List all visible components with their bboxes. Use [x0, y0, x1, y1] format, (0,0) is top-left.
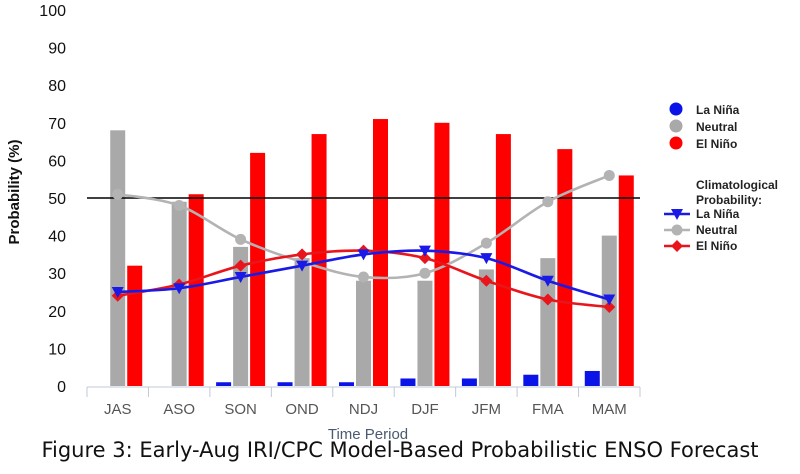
- marker-neutral: [173, 200, 185, 212]
- marker-la-nina: [357, 249, 370, 261]
- legend-label-neutral: Neutral: [696, 120, 737, 134]
- bar-el-nino: [618, 175, 634, 386]
- bar-series-group: [110, 119, 634, 387]
- bar-neutral: [233, 246, 249, 386]
- marker-neutral: [480, 237, 492, 249]
- bar-la-nina: [216, 382, 232, 386]
- x-tick-label: MAM: [592, 401, 627, 418]
- y-tick-label: 10: [48, 341, 66, 358]
- y-tick-label: 20: [48, 304, 66, 321]
- marker-el-nino: [603, 301, 616, 314]
- bar-la-nina: [584, 370, 600, 386]
- y-tick-label: 60: [48, 153, 66, 170]
- x-axis-title: Time Period: [328, 426, 408, 440]
- bar-el-nino: [127, 265, 143, 386]
- bar-neutral: [110, 130, 126, 386]
- marker-neutral: [542, 196, 554, 208]
- bar-el-nino: [434, 122, 450, 387]
- bar-neutral: [478, 269, 494, 386]
- bar-neutral: [540, 258, 556, 386]
- marker-el-nino: [296, 248, 309, 261]
- marker-el-nino: [480, 274, 493, 287]
- x-tick-label: NDJ: [349, 401, 378, 418]
- x-tick-label: JAS: [104, 401, 132, 418]
- enso-forecast-chart: 0 10 20 30 40 50 60 70 80 90 100 Probability (%) J…: [6, 3, 778, 440]
- marker-la-nina: [173, 283, 186, 295]
- marker-la-nina: [296, 260, 309, 272]
- marker-el-nino: [418, 252, 431, 265]
- y-tick-label: 40: [48, 229, 66, 246]
- marker-neutral: [603, 169, 615, 181]
- bar-neutral: [294, 258, 310, 386]
- legend-line-label-neutral: Neutral: [696, 223, 737, 237]
- legend-climatology-title: Climatological Probability:: [696, 178, 778, 207]
- marker-neutral: [235, 233, 247, 245]
- marker-neutral: [358, 271, 369, 283]
- y-tick-label: 90: [48, 41, 66, 58]
- bar-la-nina: [461, 378, 477, 386]
- legend-swatch-el-nino: [669, 136, 683, 150]
- bar-el-nino: [557, 149, 573, 386]
- x-tick-label: JFM: [472, 401, 501, 418]
- bar-la-nina: [277, 382, 293, 386]
- bar-el-nino: [311, 134, 327, 386]
- marker-la-nina: [480, 253, 493, 265]
- legend-marker-la-nina: [671, 209, 683, 220]
- marker-el-nino: [541, 293, 554, 306]
- x-tick-label: DJF: [411, 401, 439, 418]
- legend-label-la-nina: La Niña: [696, 103, 740, 117]
- x-axis: JAS ASO SON OND NDJ DJF JFM FMA MAM: [86, 387, 641, 418]
- legend-line-label-la-nina: La Niña: [696, 207, 740, 221]
- legend-line-label-el-nino: El Niño: [696, 239, 737, 253]
- y-axis-title: Probability (%): [6, 139, 23, 244]
- legend-marker-el-nino: [671, 240, 683, 252]
- x-tick-label: OND: [285, 401, 319, 418]
- x-tick-label: FMA: [532, 401, 564, 418]
- legend: La Niña Neutral El Niño Climatological Proba…: [664, 102, 778, 253]
- climatological-lines-group: [111, 169, 616, 314]
- bar-el-nino: [495, 134, 511, 386]
- marker-el-nino: [234, 259, 247, 272]
- marker-la-nina: [418, 245, 431, 257]
- legend-marker-neutral: [671, 224, 683, 236]
- marker-la-nina: [541, 275, 554, 287]
- bar-la-nina: [339, 382, 354, 386]
- marker-la-nina: [603, 294, 616, 306]
- marker-la-nina: [234, 271, 247, 283]
- bar-neutral: [356, 280, 371, 386]
- marker-la-nina: [111, 287, 124, 298]
- y-tick-label: 50: [48, 191, 66, 208]
- x-tick-label: ASO: [163, 401, 195, 418]
- bar-la-nina: [523, 374, 539, 386]
- bar-la-nina: [400, 378, 416, 386]
- marker-neutral: [419, 267, 431, 279]
- bar-el-nino: [188, 194, 204, 386]
- marker-neutral: [112, 188, 124, 200]
- y-tick-label: 0: [57, 379, 66, 396]
- bar-neutral: [417, 280, 433, 386]
- legend-swatch-neutral: [669, 119, 683, 133]
- bar-el-nino: [250, 152, 266, 386]
- y-tick-label: 80: [48, 78, 66, 95]
- y-tick-label: 100: [39, 3, 66, 20]
- y-tick-label: 30: [48, 266, 66, 283]
- figure-caption: Figure 3: Early-Aug IRI/CPC Model-Based …: [41, 438, 759, 462]
- x-tick-label: SON: [224, 401, 257, 418]
- legend-label-el-nino: El Niño: [696, 137, 737, 151]
- y-axis: 0 10 20 30 40 50 60 70 80 90 100: [39, 3, 66, 396]
- legend-swatch-la-nina: [669, 102, 683, 116]
- y-tick-label: 70: [48, 116, 66, 133]
